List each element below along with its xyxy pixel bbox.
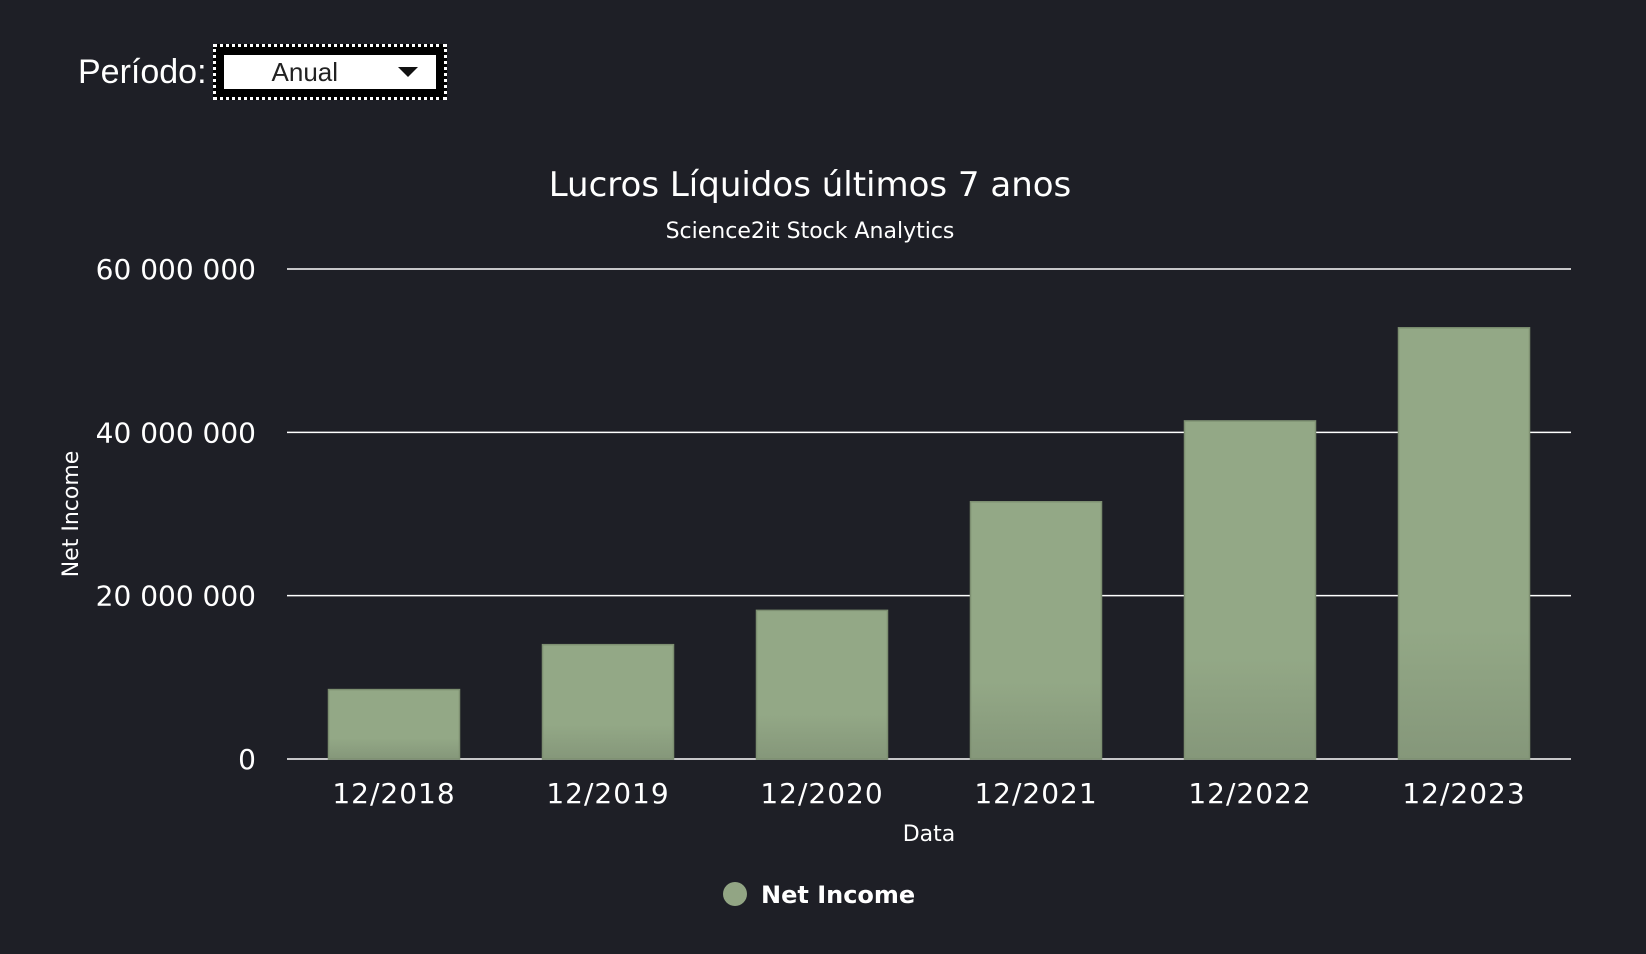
legend-label: Net Income bbox=[761, 881, 915, 909]
x-tick-label: 12/2023 bbox=[1402, 777, 1525, 810]
x-axis-ticks: 12/2018 12/2019 12/2020 12/2021 12/2022 12/20… bbox=[332, 777, 1525, 810]
x-tick-label: 12/2022 bbox=[1188, 777, 1311, 810]
y-tick-label: 0 bbox=[238, 743, 256, 776]
bar-12/2021[interactable] bbox=[969, 501, 1103, 760]
period-selector-row: Período: Anual bbox=[78, 44, 447, 100]
x-tick-label: 12/2018 bbox=[332, 777, 455, 810]
x-tick-label: 12/2019 bbox=[546, 777, 669, 810]
y-axis-label: Net Income bbox=[59, 451, 84, 578]
chart-subtitle: Science2it Stock Analytics bbox=[666, 219, 955, 244]
y-tick-label: 60 000 000 bbox=[96, 253, 256, 286]
x-axis-label: Data bbox=[903, 822, 956, 847]
chart-title: Lucros Líquidos últimos 7 anos bbox=[549, 165, 1072, 205]
bars bbox=[327, 327, 1531, 760]
legend-marker bbox=[723, 882, 747, 906]
legend[interactable]: Net Income bbox=[723, 881, 915, 909]
period-label: Período: bbox=[78, 52, 207, 91]
bar-12/2022[interactable] bbox=[1183, 420, 1317, 760]
bar-12/2023[interactable] bbox=[1397, 327, 1531, 760]
y-tick-label: 20 000 000 bbox=[96, 580, 256, 613]
period-select[interactable]: Anual bbox=[218, 50, 441, 94]
x-tick-label: 12/2021 bbox=[974, 777, 1097, 810]
period-select-value: Anual bbox=[271, 56, 339, 87]
bar-12/2019[interactable] bbox=[541, 643, 675, 760]
period-select-focus-ring: Anual bbox=[212, 44, 447, 100]
y-tick-label: 40 000 000 bbox=[96, 416, 256, 449]
chevron-down-icon bbox=[397, 67, 418, 77]
x-tick-label: 12/2020 bbox=[760, 777, 883, 810]
gridlines bbox=[287, 268, 1571, 760]
bar-12/2020[interactable] bbox=[755, 609, 889, 760]
bar-12/2018[interactable] bbox=[327, 688, 461, 760]
y-axis-ticks: 0 20 000 000 40 000 000 60 000 000 bbox=[96, 253, 256, 776]
